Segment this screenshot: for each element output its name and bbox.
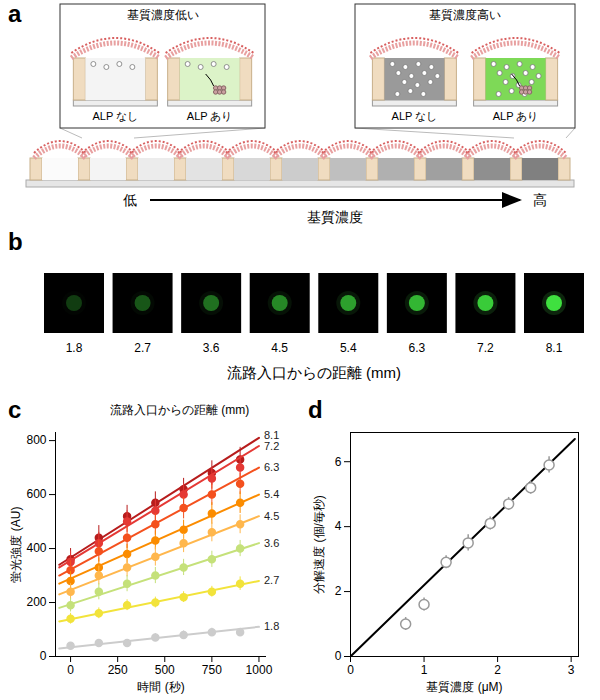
svg-text:0: 0	[335, 649, 342, 663]
svg-text:ALP なし: ALP なし	[392, 110, 438, 122]
svg-text:0: 0	[67, 663, 74, 677]
html-text:c: c	[8, 396, 22, 423]
svg-text:4.5: 4.5	[264, 510, 279, 522]
svg-text:5.4: 5.4	[340, 341, 357, 355]
svg-text:7.2: 7.2	[477, 341, 494, 355]
svg-text:5.4: 5.4	[264, 488, 279, 500]
html-text:a: a	[8, 0, 22, 27]
svg-text:8.1: 8.1	[264, 429, 280, 442]
svg-text:低: 低	[123, 192, 137, 208]
svg-text:3: 3	[568, 663, 575, 677]
svg-text:4.5: 4.5	[271, 341, 288, 355]
html-text:流路入口からの距離 (mm): 流路入口からの距離 (mm)	[110, 403, 250, 417]
svg-text:4: 4	[335, 519, 342, 533]
svg-text:3.6: 3.6	[203, 341, 220, 355]
svg-text:時間 (秒): 時間 (秒)	[137, 680, 184, 694]
svg-text:6.3: 6.3	[409, 341, 426, 355]
svg-text:1.8: 1.8	[264, 620, 279, 632]
svg-text:流路入口からの距離 (mm): 流路入口からの距離 (mm)	[227, 364, 401, 381]
svg-text:2.7: 2.7	[134, 341, 151, 355]
svg-text:分解速度 (個/毎秒): 分解速度 (個/毎秒)	[312, 495, 326, 594]
svg-text:1.8: 1.8	[66, 341, 83, 355]
svg-text:8.1: 8.1	[546, 341, 563, 355]
svg-text:1000: 1000	[246, 663, 273, 677]
svg-text:800: 800	[26, 433, 46, 447]
svg-text:0: 0	[347, 663, 354, 677]
svg-text:3.6: 3.6	[264, 537, 279, 549]
svg-text:500: 500	[155, 663, 175, 677]
svg-text:基質濃度: 基質濃度	[307, 209, 363, 225]
svg-text:ALP あり: ALP あり	[493, 110, 539, 122]
svg-text:2: 2	[335, 584, 342, 598]
svg-text:6.3: 6.3	[264, 461, 279, 473]
svg-text:高: 高	[533, 192, 547, 208]
svg-text:7.2: 7.2	[264, 440, 279, 452]
svg-text:400: 400	[26, 541, 46, 555]
html-text:b: b	[8, 228, 23, 255]
svg-text:基質濃度低い: 基質濃度低い	[127, 8, 199, 22]
svg-text:2.7: 2.7	[264, 574, 279, 586]
svg-text:基質濃度高い: 基質濃度高い	[429, 8, 501, 22]
svg-text:6: 6	[335, 455, 342, 469]
svg-text:0: 0	[40, 649, 47, 663]
svg-text:ALP なし: ALP なし	[93, 110, 139, 122]
svg-text:1: 1	[421, 663, 428, 677]
svg-text:基質濃度 (μM): 基質濃度 (μM)	[426, 680, 502, 694]
svg-text:250: 250	[108, 663, 128, 677]
svg-text:2: 2	[494, 663, 501, 677]
svg-text:600: 600	[26, 487, 46, 501]
svg-text:200: 200	[26, 595, 46, 609]
svg-text:ALP あり: ALP あり	[187, 110, 233, 122]
svg-text:750: 750	[202, 663, 222, 677]
html-text:d: d	[308, 396, 323, 423]
svg-text:蛍光強度 (AU): 蛍光強度 (AU)	[9, 507, 23, 583]
